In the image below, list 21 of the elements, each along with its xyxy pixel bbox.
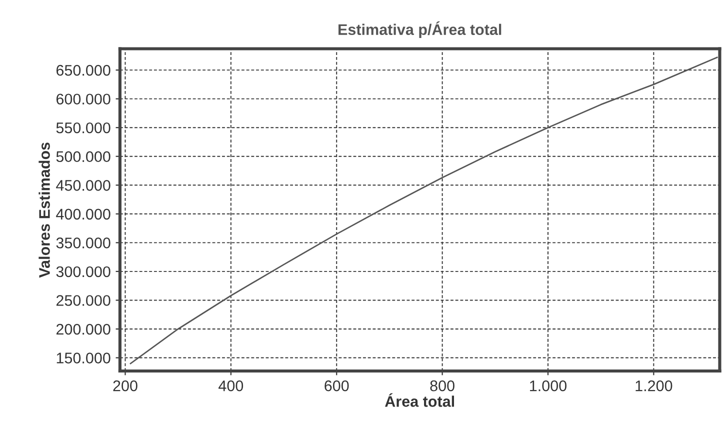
x-tick-label: 400 bbox=[218, 380, 244, 392]
y-tick-label: 400.000 bbox=[56, 208, 110, 220]
x-tick-label: 600 bbox=[324, 380, 349, 392]
x-tick-label: 800 bbox=[430, 380, 454, 392]
y-tick-label: 200.000 bbox=[56, 324, 110, 335]
y-tick-label: 150.000 bbox=[56, 352, 110, 364]
y-tick-label: 250.000 bbox=[56, 295, 110, 306]
y-tick-label: 450.000 bbox=[56, 180, 110, 191]
y-tick-label: 500.000 bbox=[56, 151, 110, 162]
y-axis-title: Valores Estimados bbox=[38, 142, 50, 278]
x-axis-title: Área total bbox=[384, 393, 454, 407]
y-tick-label: 600.000 bbox=[56, 94, 110, 105]
x-tick-label: 1.200 bbox=[636, 380, 672, 392]
line-series bbox=[130, 56, 718, 364]
x-tick-label: 1.000 bbox=[530, 380, 567, 392]
chart-title: Estimativa p/Área total bbox=[338, 21, 502, 38]
y-tick-label: 300.000 bbox=[56, 266, 110, 278]
x-tick-label: 200 bbox=[113, 380, 138, 392]
y-tick-label: 350.000 bbox=[56, 238, 110, 248]
y-tick-label: 550.000 bbox=[56, 122, 110, 134]
y-tick-label: 650.000 bbox=[56, 64, 110, 76]
